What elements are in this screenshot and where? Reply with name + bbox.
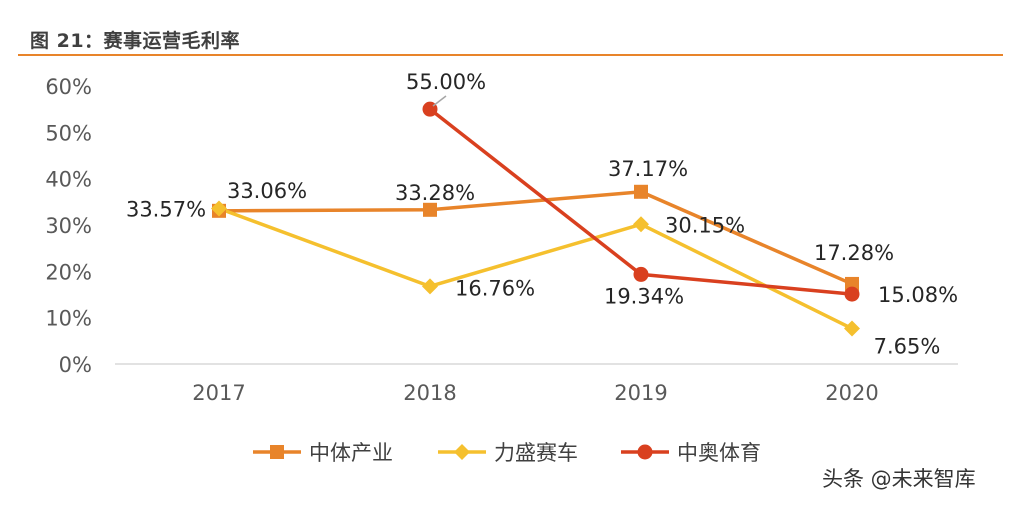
y-tick-label: 0% [59,353,92,377]
legend-marker [637,444,653,460]
y-tick-label: 50% [45,121,92,145]
data-label: 7.65% [874,335,941,359]
data-label: 17.28% [814,241,894,265]
y-tick-label: 10% [45,307,92,331]
data-label: 30.15% [665,213,745,237]
legend-label: 力盛赛车 [494,441,578,465]
data-label: 19.34% [604,284,684,308]
data-label: 33.28% [395,181,475,205]
data-point [423,202,437,217]
data-point [422,278,438,295]
data-label: 55.00% [406,70,486,94]
figure-header: 图 21：赛事运营毛利率 [18,10,1003,56]
data-point [844,286,860,302]
x-tick-label: 2020 [825,381,878,405]
data-point [633,216,649,233]
x-tick-label: 2019 [614,381,667,405]
label-leader-line [432,95,447,107]
x-tick-label: 2018 [403,381,456,405]
legend-marker [270,445,284,459]
legend-marker [454,444,470,460]
series-line [218,190,853,286]
legend-label: 中体产业 [309,441,393,465]
y-tick-label: 30% [45,214,92,238]
data-label: 37.17% [608,157,688,181]
data-point [634,184,648,199]
data-point [844,320,860,337]
y-tick-label: 40% [45,168,92,192]
data-label: 16.76% [455,276,535,300]
x-tick-label: 2017 [192,381,245,405]
figure-title: 图 21：赛事运营毛利率 [30,30,241,52]
y-tick-label: 60% [45,75,92,99]
data-point [845,276,859,291]
watermark: 头条 @未来智库 [822,467,976,491]
data-point [633,266,649,282]
legend-label: 中奥体育 [677,441,761,465]
data-label: 33.06% [227,179,307,203]
series-line [218,206,853,331]
data-label: 15.08% [878,283,958,307]
y-tick-label: 20% [45,260,92,284]
data-label: 33.57% [126,197,206,221]
data-point [211,200,227,217]
